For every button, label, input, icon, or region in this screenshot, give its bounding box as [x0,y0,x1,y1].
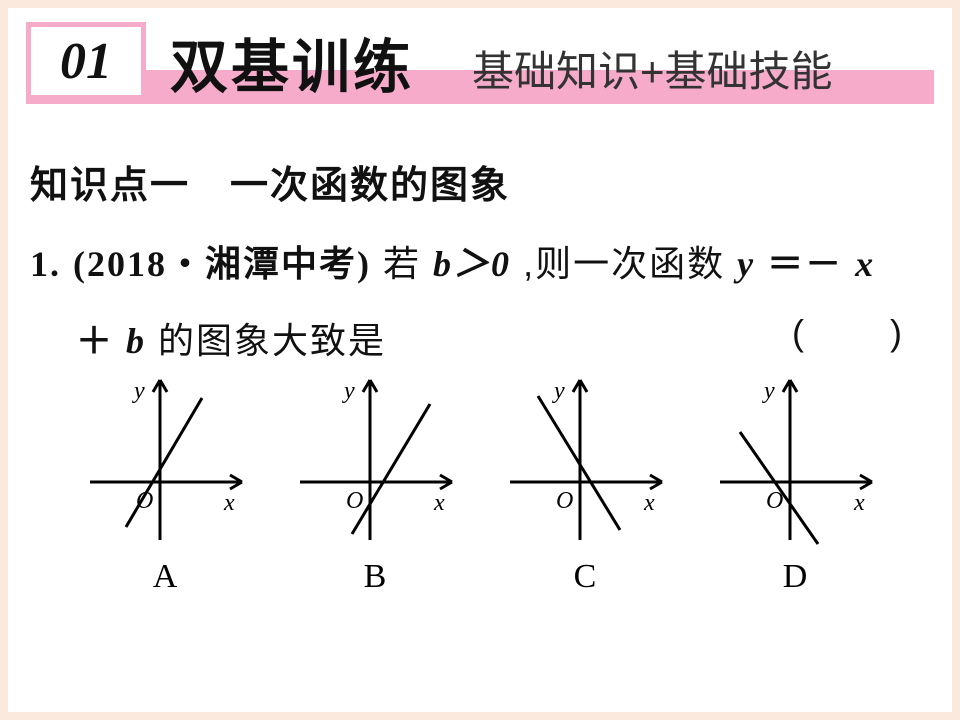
svg-text:x: x [643,490,655,516]
body: 知识点一 一次函数的图象 1. (2018・湘潭中考) 若 b＞0 ,则一次函数… [8,108,952,596]
svg-text:O: O [556,488,573,514]
header-title-sub: 基础知识+基础技能 [472,38,833,99]
graph-D: y x O [710,372,880,552]
svg-text:O: O [766,488,783,514]
equation-rhs: x [855,244,875,284]
paren-close: ) [890,312,904,353]
equation-b: b [126,321,146,361]
section-number-tab: 01 [26,22,146,100]
equation-eq: ＝－ [767,244,843,284]
svg-text:O: O [346,488,363,514]
header: 01 双基训练 基础知识+基础技能 [8,18,952,108]
question-source: (2018・湘潭中考) [73,244,371,284]
option-label-A: A [153,558,178,596]
question-line-2: ＋ b 的图象大致是 ( ) [76,312,930,364]
svg-text:x: x [853,490,865,516]
option-label-B: B [364,558,387,596]
question-condition: b＞0 [433,244,511,284]
content-panel: 01 双基训练 基础知识+基础技能 知识点一 一次函数的图象 1. (2018・… [8,8,952,712]
option-A: y x O A [80,372,250,596]
equation-lhs: y [737,244,755,284]
answer-paren: ( ) [792,312,904,354]
svg-text:y: y [762,378,775,404]
knowledge-point-heading: 知识点一 一次函数的图象 [30,154,930,209]
svg-text:x: x [433,490,445,516]
svg-text:y: y [132,378,145,404]
paren-open: ( [792,312,806,353]
question-text-2: ,则一次函数 [523,243,737,284]
equation-plus: ＋ [76,321,114,361]
question-line-1: 1. (2018・湘潭中考) 若 b＞0 ,则一次函数 y ＝－ x [30,235,930,294]
option-label-D: D [783,558,808,596]
graph-C: y x O [500,372,670,552]
question-text-1: 若 [383,243,433,284]
graph-A: y x O [80,372,250,552]
question-text-3: 的图象大致是 [158,320,386,361]
option-label-C: C [574,558,597,596]
svg-text:y: y [342,378,355,404]
svg-text:O: O [136,488,153,514]
question-number: 1. [30,244,61,284]
svg-text:x: x [223,490,235,516]
graph-B: y x O [290,372,460,552]
option-C: y x O C [500,372,670,596]
answer-options-row: y x O Ay x O By x O Cy x O D [30,372,930,596]
option-D: y x O D [710,372,880,596]
svg-text:y: y [552,378,565,404]
header-title-main: 双基训练 [170,20,414,104]
option-B: y x O B [290,372,460,596]
